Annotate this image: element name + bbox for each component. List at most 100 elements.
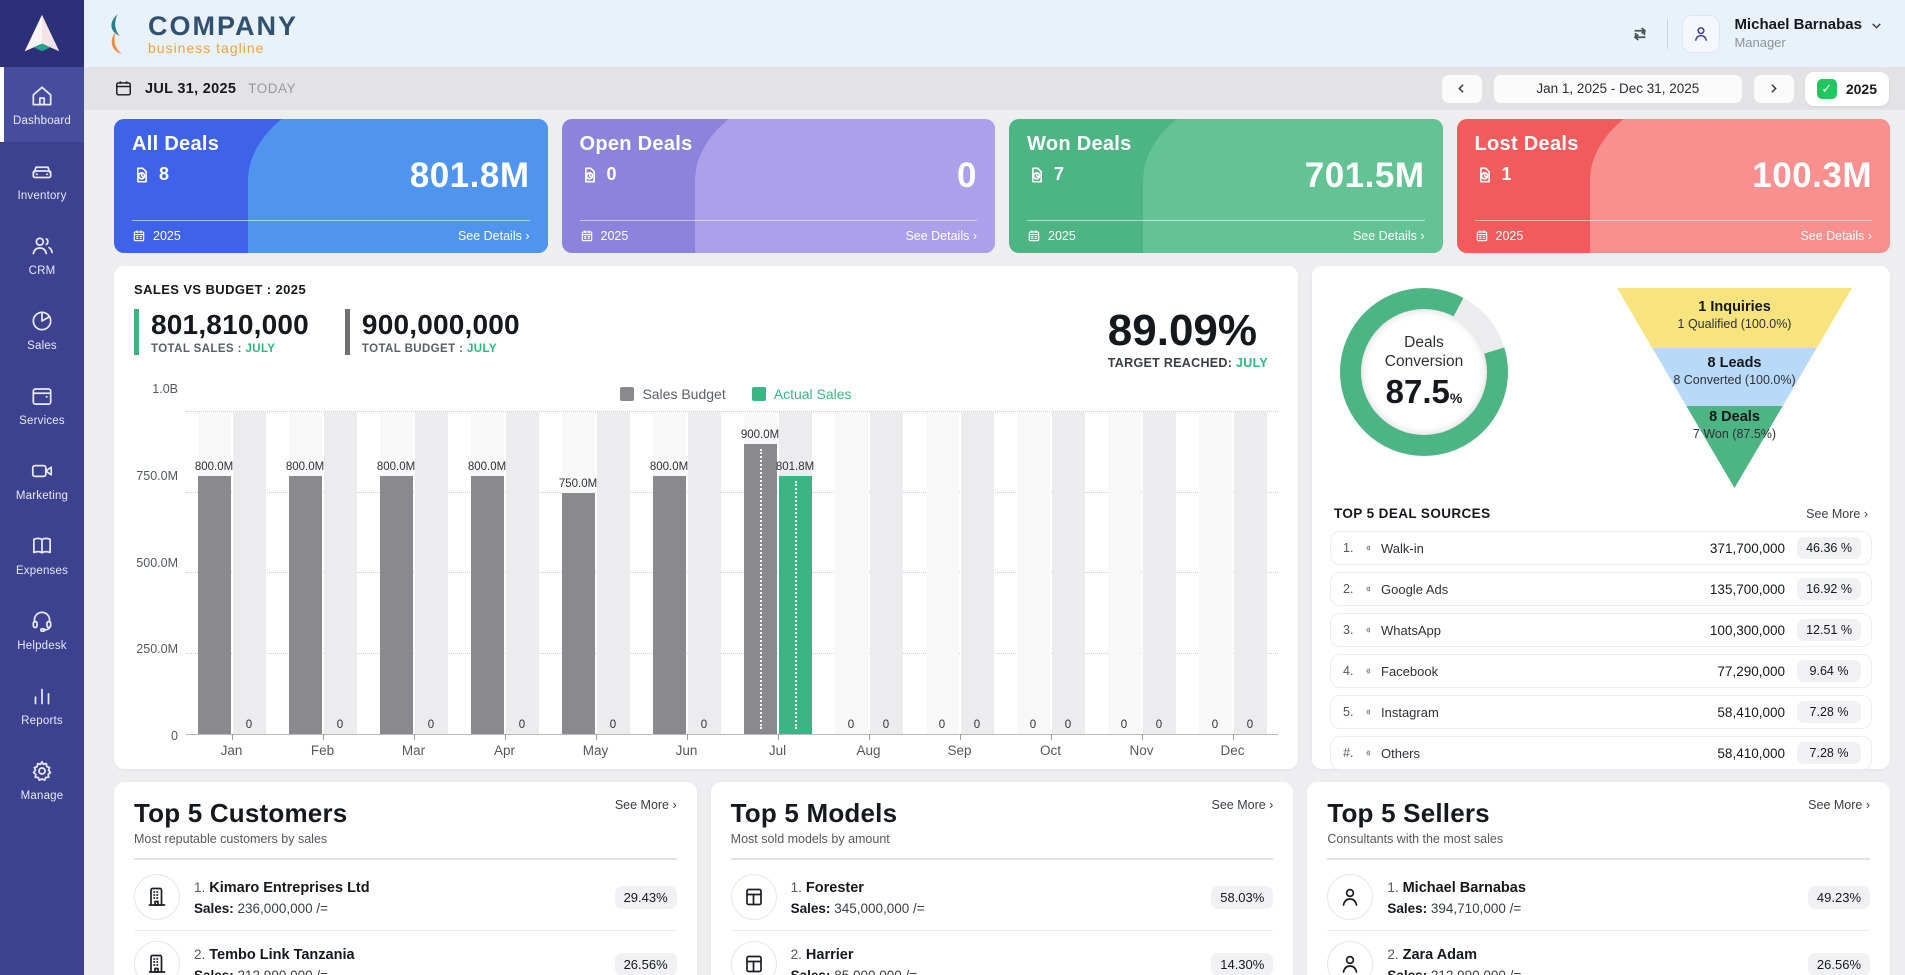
budget-bar-slot[interactable]: 0 xyxy=(834,412,868,734)
source-rank: 2. xyxy=(1343,582,1354,596)
date-range-selector[interactable]: Jan 1, 2025 - Dec 31, 2025 xyxy=(1492,73,1743,104)
actual-bar-slot[interactable]: 0 xyxy=(869,412,903,734)
actual-bar-slot[interactable]: 801.8M xyxy=(776,412,814,734)
year-checkbox[interactable]: ✓ xyxy=(1816,78,1837,99)
row-sales: Sales: 212,990,000 /= xyxy=(194,966,355,975)
source-value: 58,410,000 xyxy=(1717,704,1785,720)
sales-vs-budget-panel: SALES VS BUDGET : 2025 801,810,000 TOTAL… xyxy=(114,266,1298,769)
actual-bar-slot[interactable]: 0 xyxy=(505,412,539,734)
actual-bar-slot[interactable]: 0 xyxy=(596,412,630,734)
see-more-link[interactable]: See More › xyxy=(1211,798,1274,812)
deal-source-row-walk-in[interactable]: 1. Walk-in 371,700,000 46.36 % xyxy=(1330,531,1872,565)
budget-bar-slot[interactable]: 800.0M xyxy=(649,412,689,734)
list-item[interactable]: 1. Forester Sales: 345,000,000 /= 58.03% xyxy=(730,864,1274,931)
gridline xyxy=(186,491,1278,493)
prev-period-button[interactable] xyxy=(1440,73,1483,104)
source-name: Instagram xyxy=(1381,704,1439,720)
deal-source-row-google-ads[interactable]: 2. Google Ads 135,700,000 16.92 % xyxy=(1330,572,1872,606)
sidebar-item-marketing[interactable]: Marketing xyxy=(0,442,84,517)
list-item[interactable]: 2.Zara Adam Sales: 212,990,000 /= 26.56% xyxy=(1327,931,1870,975)
sidebar-item-label: Inventory xyxy=(17,189,67,202)
budget-bar-slot[interactable]: 0 xyxy=(925,412,959,734)
actual-bar-slot[interactable]: 0 xyxy=(414,412,448,734)
target-reached-stat: 89.09% TARGET REACHED: JULY xyxy=(1107,306,1268,371)
sidebar-item-manage[interactable]: Manage xyxy=(0,742,84,817)
list-item[interactable]: 2.Tembo Link Tanzania Sales: 212,990,000… xyxy=(134,931,677,975)
sidebar-item-expenses[interactable]: Expenses xyxy=(0,517,84,592)
actual-bar-slot[interactable]: 0 xyxy=(1233,412,1267,734)
user-avatar[interactable] xyxy=(1682,14,1721,53)
row-rank: 2. xyxy=(194,946,206,962)
budget-bar-slot[interactable]: 800.0M xyxy=(286,412,324,734)
kpi-title: Open Deals xyxy=(579,133,693,155)
row-avatar xyxy=(730,941,777,975)
sales-budget-chart: 0 250.0M 500.0M 750.0M 1.0B 800.0M 0 Jan 800.… xyxy=(134,382,1278,759)
deal-source-row-whatsapp[interactable]: 3. WhatsApp 100,300,000 12.51 % xyxy=(1330,613,1872,647)
actual-bar-slot[interactable]: 0 xyxy=(687,412,721,734)
sidebar-item-crm[interactable]: CRM xyxy=(0,217,84,292)
budget-bar-slot[interactable]: 800.0M xyxy=(377,412,415,734)
bar-value-label: 800.0M xyxy=(649,461,689,474)
kpi-card-lost-deals: Lost Deals 1 100.3M 2025 See Details › xyxy=(1456,119,1890,253)
see-more-link[interactable]: See More › xyxy=(614,798,677,812)
brand: COMPANY business tagline xyxy=(104,12,298,56)
sidebar-item-label: Helpdesk xyxy=(17,639,67,652)
user-menu[interactable]: Michael Barnabas xyxy=(1734,16,1883,35)
actual-bar-slot[interactable]: 0 xyxy=(960,412,994,734)
kpi-row: All Deals 8 801.8M 2025 See Details › Op… xyxy=(114,119,1890,253)
app-logo[interactable] xyxy=(0,0,84,67)
budget-bar-slot[interactable]: 0 xyxy=(1107,412,1141,734)
budget-bar-slot[interactable]: 900.0M xyxy=(741,412,779,734)
switch-company-button[interactable] xyxy=(1627,21,1653,47)
budget-bar xyxy=(561,492,595,734)
bar-value-label: 0 xyxy=(1120,719,1128,731)
deal-source-row-facebook[interactable]: 4. Facebook 77,290,000 9.64 % xyxy=(1330,654,1872,688)
brand-swoosh-icon xyxy=(111,13,122,54)
list-item[interactable]: 1. Michael Barnabas Sales: 394,710,000 /=… xyxy=(1327,864,1870,931)
sidebar-item-services[interactable]: Services xyxy=(0,367,84,442)
year-filter[interactable]: ✓ 2025 xyxy=(1804,71,1889,106)
month-group-feb: 800.0M 0 Feb xyxy=(277,412,368,758)
list-item[interactable]: 1. Kimaro Entreprises Ltd Sales: 236,000,… xyxy=(134,864,677,931)
today-label[interactable]: TODAY xyxy=(248,81,296,96)
kpi-see-details-link[interactable]: See Details › xyxy=(905,229,977,243)
kpi-title: All Deals xyxy=(132,133,220,155)
card-divider xyxy=(1327,858,1870,860)
calendar-card-icon xyxy=(29,383,55,409)
see-more-link[interactable]: See More › xyxy=(1808,798,1870,812)
kpi-see-details-link[interactable]: See Details › xyxy=(1800,229,1872,243)
legend-item-sales-budget[interactable]: Sales Budget xyxy=(620,386,726,402)
deal-source-row-instagram[interactable]: 5. Instagram 58,410,000 7.28 % xyxy=(1330,695,1872,729)
actual-bar-slot[interactable]: 0 xyxy=(232,412,266,734)
budget-bar-slot[interactable]: 750.0M xyxy=(559,412,597,734)
row-avatar xyxy=(134,874,180,920)
actual-bar-slot[interactable]: 0 xyxy=(1051,412,1085,734)
legend-item-actual-sales[interactable]: Actual Sales xyxy=(751,386,852,402)
actual-bar-slot[interactable]: 0 xyxy=(1142,412,1176,734)
kpi-see-details-link[interactable]: See Details › xyxy=(457,229,530,243)
kpi-value: 701.5M xyxy=(1304,155,1425,195)
sidebar-item-dashboard[interactable]: Dashboard xyxy=(0,67,84,142)
y-axis-tick: 500.0M xyxy=(136,555,178,570)
card-subtitle: Most sold models by amount xyxy=(730,832,890,846)
row-rank: 2. xyxy=(790,946,802,962)
deal-sources-see-more[interactable]: See More › xyxy=(1806,506,1868,521)
kpi-see-details-link[interactable]: See Details › xyxy=(1352,229,1425,243)
budget-bar-slot[interactable]: 0 xyxy=(1016,412,1050,734)
sidebar-item-helpdesk[interactable]: Helpdesk xyxy=(0,592,84,667)
kpi-year: 2025 xyxy=(1027,229,1076,243)
kpi-divider xyxy=(1474,220,1872,221)
sidebar-item-inventory[interactable]: Inventory xyxy=(0,142,84,217)
budget-bar-slot[interactable]: 800.0M xyxy=(195,412,233,734)
sidebar-item-sales[interactable]: Sales xyxy=(0,292,84,367)
next-period-button[interactable] xyxy=(1752,73,1795,104)
list-item[interactable]: 2.Harrier Sales: 85,000,000 /= 14.30% xyxy=(730,931,1274,975)
bar-value-label: 0 xyxy=(938,719,946,731)
deal-source-row-others[interactable]: #. Others 58,410,000 7.28 % xyxy=(1330,736,1872,770)
budget-bar-slot[interactable]: 800.0M xyxy=(468,412,506,734)
actual-bar-slot[interactable]: 0 xyxy=(323,412,357,734)
budget-bar-slot[interactable]: 0 xyxy=(1198,412,1232,734)
sidebar-item-reports[interactable]: Reports xyxy=(0,667,84,742)
source-rank: 1. xyxy=(1343,541,1354,555)
source-name: Others xyxy=(1381,745,1421,761)
